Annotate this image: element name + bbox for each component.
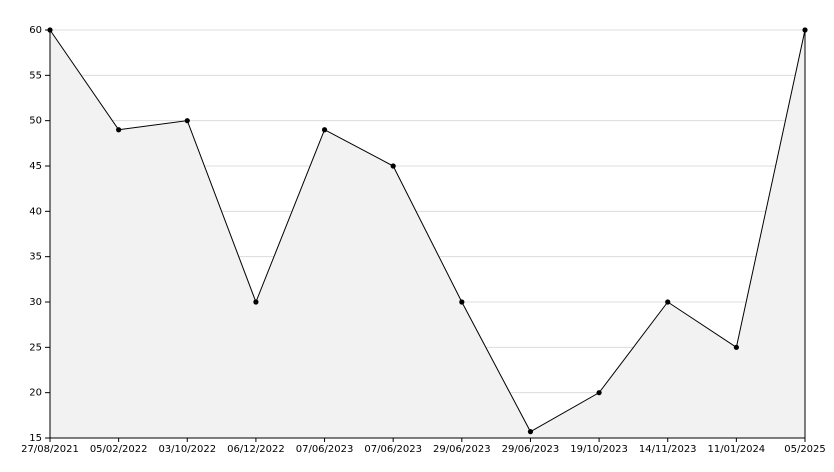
x-tick-label: 29/06/2023 [502,444,560,455]
x-tick-label: 03/10/2022 [158,444,216,455]
y-tick-label: 15 [29,433,42,444]
y-tick-label: 45 [29,161,42,172]
marker [116,127,122,133]
y-tick-label: 55 [29,70,42,81]
marker [802,27,808,33]
x-tick-label: 14/11/2023 [639,444,697,455]
y-tick-label: 50 [29,116,42,127]
y-tick-label: 20 [29,388,42,399]
y-tick-label: 35 [29,252,42,263]
x-tick-label: 19/10/2023 [570,444,628,455]
y-tick-label: 25 [29,342,42,353]
x-tick-label: 05/2025 [784,444,826,455]
x-tick-label: 07/06/2023 [296,444,354,455]
marker [665,299,671,305]
marker [596,390,602,396]
y-tick-label: 40 [29,206,42,217]
x-tick-label: 07/06/2023 [364,444,422,455]
x-tick-label: 29/06/2023 [433,444,491,455]
marker [733,344,739,350]
marker [321,127,328,133]
line [49,29,806,433]
x-tick-label: 11/01/2024 [708,444,766,455]
marker [527,429,534,435]
x-tick-label: 06/12/2022 [227,444,285,455]
x-tick-label: 27/08/2021 [21,444,79,455]
marker [184,118,190,124]
y-tick-label: 60 [29,25,42,36]
y-tick-label: 30 [29,297,42,308]
marker [459,299,465,305]
x-tick-label: 05/02/2022 [90,444,148,455]
marker [253,299,259,305]
marker [390,163,396,169]
